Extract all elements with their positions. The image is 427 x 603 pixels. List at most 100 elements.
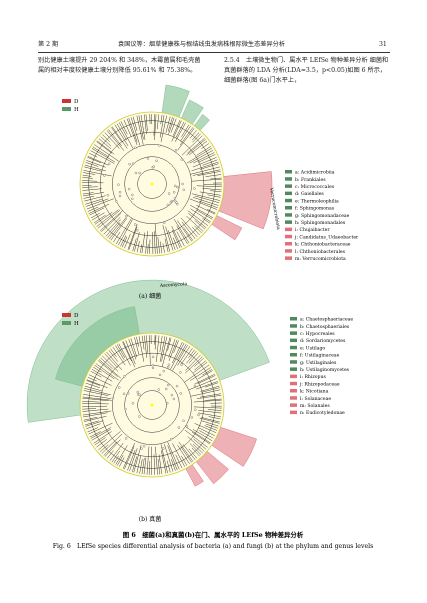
- branch: [192, 429, 213, 441]
- branch: [189, 140, 208, 156]
- branch: [111, 126, 128, 149]
- node: [131, 162, 135, 165]
- node: [167, 192, 171, 195]
- node: [179, 392, 182, 395]
- branch: [84, 415, 107, 422]
- entry-label: c: Micrococcales: [295, 184, 335, 190]
- node: [117, 183, 120, 186]
- branch: [123, 341, 136, 368]
- branch: [138, 336, 145, 362]
- node: [125, 214, 128, 218]
- entry-label: i: Chujaibacter: [295, 227, 330, 233]
- branch: [180, 446, 192, 463]
- branch: [190, 204, 214, 219]
- branch: [192, 169, 221, 176]
- entry-swatch: [290, 396, 297, 400]
- branch: [159, 336, 166, 362]
- entry-swatch: [285, 206, 292, 210]
- branch: [88, 203, 110, 214]
- branch: [84, 166, 103, 172]
- branch: [87, 377, 97, 382]
- branch: [82, 408, 109, 412]
- entry-label: h: Ustilaginomycetes: [300, 367, 350, 373]
- branch: [181, 124, 190, 137]
- branch: [198, 370, 213, 379]
- paragraph: 别比健康土壤提升 29 204% 和 348%，木霉菌属和毛壳菌属的相对丰度较健…: [38, 57, 201, 74]
- branch: [189, 149, 214, 164]
- branch: [87, 157, 102, 164]
- entry-swatch: [285, 234, 292, 239]
- node: [173, 184, 177, 188]
- entry-label: m: Verrucomicrobiota: [295, 256, 346, 262]
- entry-label: b: Frankiales: [295, 177, 326, 183]
- node: [134, 146, 137, 149]
- node: [172, 397, 176, 401]
- branch: [191, 226, 200, 236]
- branch: [160, 114, 163, 125]
- branch: [168, 117, 175, 135]
- entry-swatch: [285, 170, 292, 174]
- branch: [192, 443, 203, 454]
- node: [140, 447, 143, 450]
- branch: [82, 396, 112, 401]
- branch: [179, 127, 194, 146]
- branch: [186, 147, 213, 164]
- branch: [86, 160, 106, 168]
- node: [167, 363, 171, 366]
- node: [165, 387, 168, 391]
- branch: [176, 225, 188, 245]
- branch: [165, 226, 174, 251]
- branch: [116, 218, 132, 245]
- branch: [84, 195, 106, 202]
- branch: [187, 137, 205, 154]
- branch: [199, 417, 220, 424]
- branch: [197, 154, 216, 163]
- branch: [194, 225, 202, 234]
- branch: [113, 231, 121, 243]
- branch: [155, 446, 158, 475]
- branch: [193, 361, 208, 374]
- ring: [112, 144, 192, 224]
- branch: [96, 439, 107, 448]
- branch: [166, 460, 171, 473]
- branch: [101, 213, 122, 233]
- entry-label: l: Solanaceae: [300, 396, 331, 402]
- branch: [158, 454, 163, 475]
- branch: [205, 382, 219, 388]
- branch: [153, 114, 155, 136]
- entry-label: a: Chaetosphaeriaceae: [300, 317, 353, 323]
- branch: [184, 429, 208, 448]
- branch: [111, 450, 120, 463]
- branch: [116, 123, 127, 141]
- branch: [94, 144, 120, 162]
- branch: [171, 120, 182, 142]
- entry-label: b: Chaetosphaeriales: [300, 324, 350, 330]
- branch: [148, 461, 150, 475]
- branch: [90, 371, 102, 378]
- legend-label: H: [74, 321, 79, 327]
- entry-swatch: [290, 317, 297, 321]
- node: [177, 426, 181, 429]
- branch: [192, 197, 219, 206]
- branch: [84, 164, 106, 172]
- branch: [170, 118, 177, 133]
- branch: [172, 229, 181, 249]
- branch: [156, 335, 160, 362]
- branch: [202, 159, 218, 166]
- branch: [128, 118, 138, 143]
- branch: [118, 219, 133, 246]
- branch: [143, 457, 147, 475]
- branch: [118, 343, 131, 366]
- branch: [196, 185, 222, 188]
- branch: [130, 338, 138, 358]
- entry-swatch: [285, 256, 292, 260]
- branch: [189, 443, 202, 455]
- branch: [177, 128, 195, 151]
- entry-swatch: [290, 345, 297, 350]
- node: [163, 221, 166, 224]
- branch: [98, 138, 112, 150]
- node: [127, 392, 130, 395]
- node: [106, 194, 110, 197]
- branch: [124, 446, 135, 470]
- branch: [82, 175, 92, 177]
